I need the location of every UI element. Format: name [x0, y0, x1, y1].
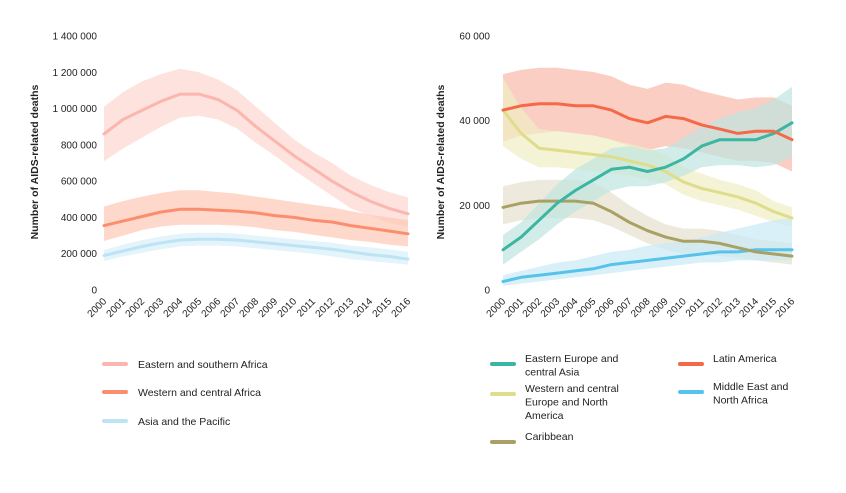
x-tick-label: 2002 [521, 296, 545, 320]
uncertainty-band [104, 68, 408, 227]
x-tick-label: 2000 [86, 296, 110, 320]
y-tick-label: 1 200 000 [53, 68, 98, 79]
x-tick-label: 2007 [611, 296, 635, 320]
x-tick-label: 2005 [181, 296, 205, 320]
y-tick-label: 1 000 000 [53, 104, 98, 115]
x-tick-label: 2006 [200, 296, 224, 320]
x-tick-label: 2014 [737, 296, 761, 320]
legend-label: Caribbean [525, 431, 574, 443]
x-tick-label: 2016 [774, 296, 798, 320]
series-line [501, 108, 794, 220]
x-tick-label: 2011 [684, 296, 707, 319]
left-y-axis-title: Number of AIDS-related deaths [29, 84, 41, 239]
y-tick-label: 1 400 000 [53, 32, 98, 43]
x-tick-label: 2005 [575, 296, 599, 320]
x-tick-label: 2009 [257, 296, 281, 320]
x-tick-label: 2014 [352, 296, 376, 320]
x-tick-label: 2007 [219, 296, 243, 320]
x-tick-label: 2004 [162, 296, 186, 320]
series-line [102, 207, 410, 236]
y-tick-label: 20 000 [459, 201, 490, 212]
x-tick-label: 2003 [539, 296, 563, 320]
series-line [501, 121, 794, 252]
x-tick-label: 2003 [143, 296, 167, 320]
x-tick-label: 2016 [390, 296, 414, 320]
y-tick-label: 0 [484, 286, 490, 297]
legend-label: Eastern Europe and central Asia [525, 353, 619, 379]
x-tick-label: 2006 [593, 296, 617, 320]
legend-label: Western and central Africa [138, 387, 261, 399]
x-tick-label: 2004 [557, 296, 581, 320]
left-legend: Eastern and southern Africa Western and c… [102, 359, 268, 428]
x-tick-label: 2002 [124, 296, 148, 320]
x-tick-label: 2012 [701, 296, 725, 320]
x-tick-label: 2010 [665, 296, 689, 320]
y-tick-label: 800 000 [61, 140, 98, 151]
x-tick-label: 2015 [371, 296, 395, 320]
y-tick-label: 200 000 [61, 249, 98, 260]
right-y-axis-title: Number of AIDS-related deaths [435, 84, 447, 239]
x-tick-label: 2001 [105, 296, 129, 320]
legend-label: Asia and the Pacific [138, 416, 230, 428]
x-tick-label: 2012 [314, 296, 338, 320]
y-tick-label: 600 000 [61, 177, 98, 188]
x-tick-label: 2010 [276, 296, 300, 320]
x-tick-label: 2000 [485, 296, 509, 320]
x-tick-label: 2013 [719, 296, 743, 320]
x-tick-label: 2015 [756, 296, 780, 320]
x-tick-label: 2001 [503, 296, 527, 320]
x-tick-label: 2011 [295, 296, 318, 319]
y-tick-label: 400 000 [61, 213, 98, 224]
x-tick-label: 2013 [333, 296, 357, 320]
x-tick-label: 2008 [629, 296, 653, 320]
y-tick-label: 40 000 [459, 116, 490, 127]
right-chart: Number of AIDS-related deaths 0 20 000 40 … [435, 32, 797, 320]
uncertainty-band [104, 190, 408, 247]
series-line [501, 102, 794, 142]
legend-label: Latin America [713, 353, 777, 365]
x-tick-label: 2009 [647, 296, 671, 320]
uncertainty-band [503, 218, 792, 286]
legend-label: Western and central Europe and North Ameri… [525, 383, 619, 422]
uncertainty-band [503, 86, 792, 265]
right-legend: Eastern Europe and central Asia Western an… [490, 353, 788, 444]
series-line [102, 237, 410, 261]
series-line [102, 92, 410, 216]
legend-label: Eastern and southern Africa [138, 359, 268, 371]
series-line [501, 248, 794, 283]
y-tick-label: 60 000 [459, 32, 490, 43]
legend-label: Middle East and North Africa [713, 381, 788, 407]
y-tick-label: 0 [91, 286, 97, 297]
series-line [501, 199, 794, 258]
left-chart: Number of AIDS-related deaths 0 200 000 40… [29, 32, 413, 320]
x-tick-label: 2008 [238, 296, 262, 320]
